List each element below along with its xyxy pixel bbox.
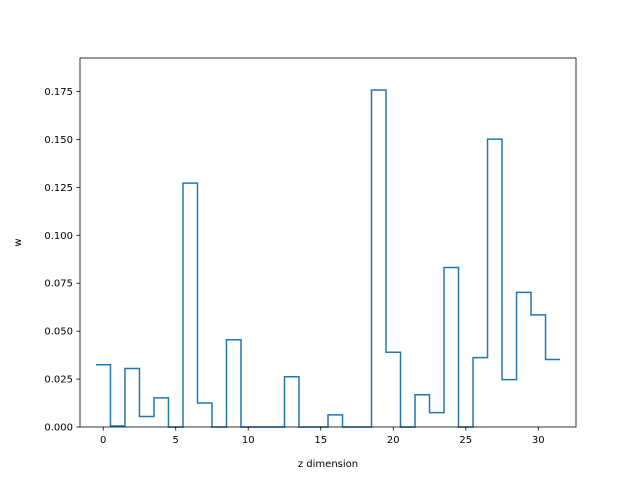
x-axis-label: z dimension <box>298 459 358 470</box>
plot-series <box>95 89 561 428</box>
y-tick-label: 0.125 <box>44 183 73 194</box>
series-step-line <box>95 89 561 428</box>
y-tick-label: 0.075 <box>44 279 73 290</box>
y-tick-label: 0.175 <box>44 87 73 98</box>
x-tick-label: 25 <box>459 435 472 446</box>
x-tick-label: 30 <box>532 435 545 446</box>
x-tick-label: 10 <box>242 435 255 446</box>
axes-frame <box>79 57 577 428</box>
x-axis-ticks: 0 5 10 15 20 25 30 <box>100 427 545 446</box>
x-tick-label: 5 <box>173 435 179 446</box>
y-tick-label: 0.150 <box>44 135 73 146</box>
x-tick-label: 0 <box>100 435 106 446</box>
y-axis-label: w <box>13 238 24 246</box>
y-tick-label: 0.025 <box>44 375 73 386</box>
y-tick-label: 0.100 <box>44 231 73 242</box>
y-axis-ticks: 0.000 0.025 0.050 0.075 0.100 0.125 0.150 0.175 <box>44 87 80 434</box>
x-tick-label: 20 <box>387 435 400 446</box>
y-tick-label: 0.000 <box>44 423 73 434</box>
x-tick-label: 15 <box>314 435 327 446</box>
y-tick-label: 0.050 <box>44 327 73 338</box>
